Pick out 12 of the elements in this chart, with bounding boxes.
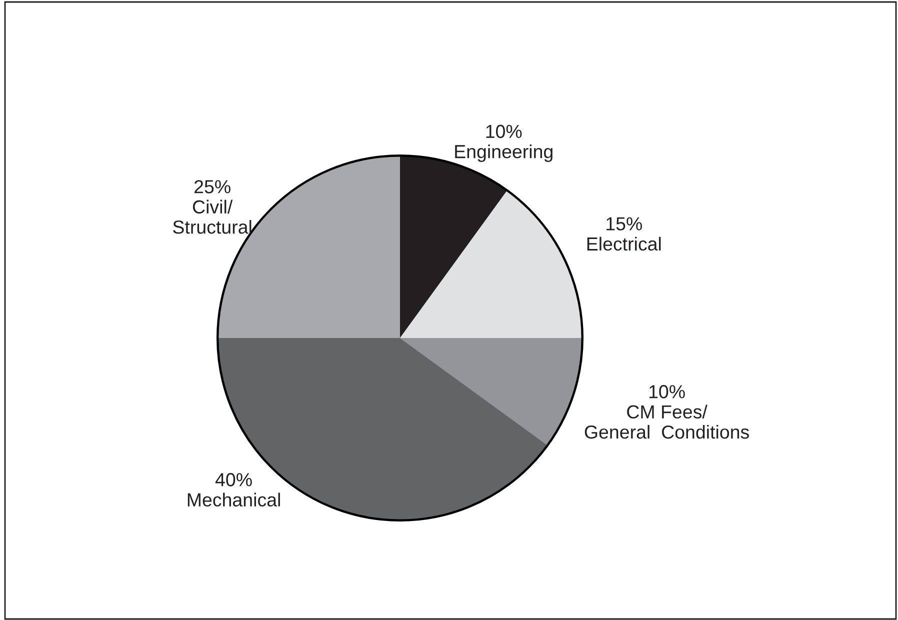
- slice-label: CM Fees/ General Conditions: [584, 404, 749, 439]
- data-label: 25%: [194, 180, 230, 194]
- pie-slice: [400, 338, 582, 446]
- slice-label: Mechanical: [188, 492, 280, 507]
- data-label: 15%: [606, 217, 642, 230]
- data-label: 10%: [649, 385, 685, 398]
- data-label: 40%: [215, 473, 252, 486]
- pie-slice: [400, 190, 582, 338]
- slice-label: Electrical: [587, 236, 661, 251]
- slice-label: Engineering: [455, 144, 552, 162]
- data-label: 10%: [486, 124, 522, 138]
- slice-label: Civil/ Structural: [173, 200, 252, 234]
